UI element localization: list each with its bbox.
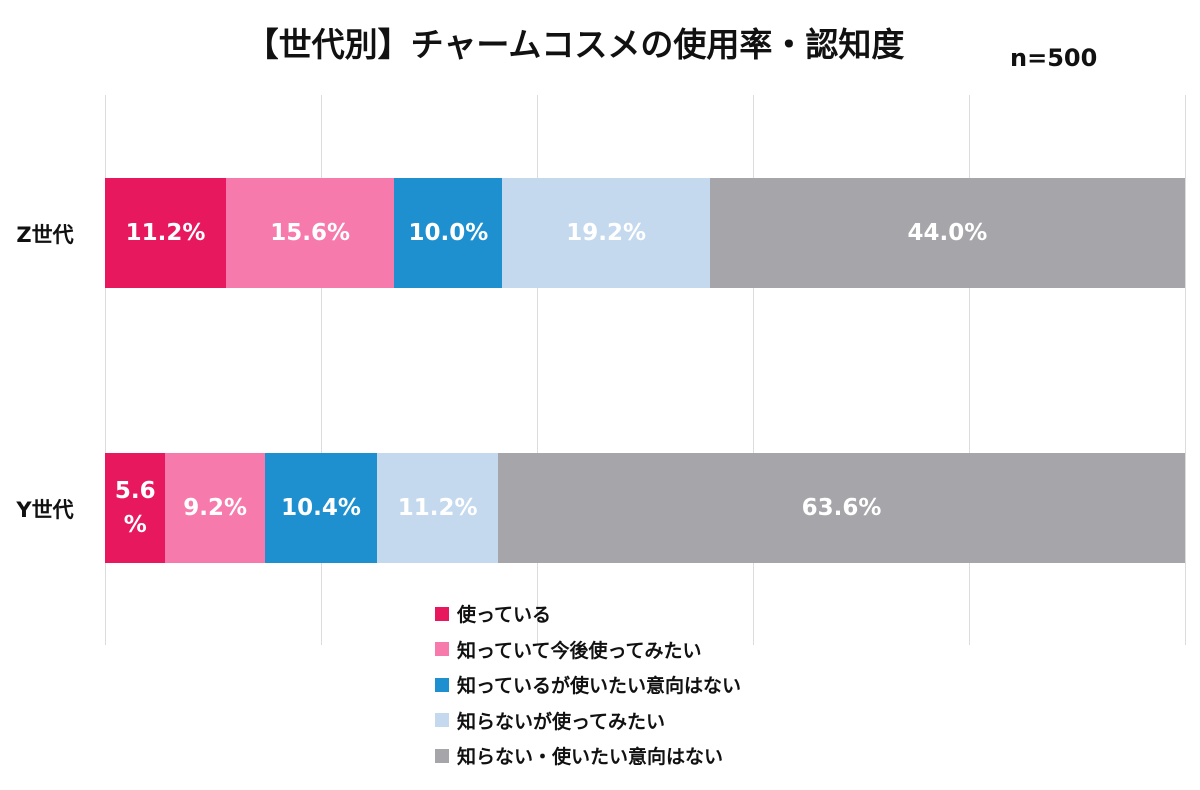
value-label: 10.0% xyxy=(408,219,489,246)
legend-label: 知らない・使いたい意向はない xyxy=(457,746,724,768)
value-label: 9.2% xyxy=(183,494,248,521)
legend-swatch xyxy=(435,642,449,656)
bar-segment: 15.6% xyxy=(225,178,395,288)
legend-swatch xyxy=(435,677,449,692)
value-label: 63.6% xyxy=(801,494,882,521)
chart-subtitle: n=500 xyxy=(1010,44,1098,72)
bar-segment: 10.0% xyxy=(394,178,503,288)
value-label: 11.2% xyxy=(397,494,478,521)
grid-line xyxy=(105,95,106,645)
legend-swatch xyxy=(435,713,449,727)
legend-label: 知っているが使いたい意向はない xyxy=(457,675,742,697)
legend-label: 知っていて今後使ってみたい xyxy=(457,639,702,662)
legend-label: 使っている xyxy=(457,604,552,626)
bar-segment: 9.2% xyxy=(165,453,265,563)
legend-item: 知っているが使いたい意向はない xyxy=(435,671,741,698)
grid-line xyxy=(969,95,970,645)
grid-line xyxy=(1185,95,1186,645)
value-label: 11.2% xyxy=(125,219,206,246)
legend-item: 知らないが使ってみたい xyxy=(435,707,665,734)
legend-item: 使っている xyxy=(435,600,551,627)
legend-swatch xyxy=(435,606,449,621)
category-label: Y世代 xyxy=(16,498,74,522)
grid-line xyxy=(537,95,538,645)
bar-segment: 63.6% xyxy=(498,453,1185,563)
legend-item: 知っていて今後使ってみたい xyxy=(435,636,702,663)
grid-line xyxy=(753,95,754,645)
bar-segment: 10.4% xyxy=(264,453,378,563)
bar-segment: 11.2% xyxy=(105,178,226,288)
bar-segment: 5.6% xyxy=(105,453,166,563)
value-label: 5.6% xyxy=(114,477,156,539)
chart-title: 【世代別】チャームコスメの使用率・認知度 xyxy=(245,25,905,64)
bar-segment: 19.2% xyxy=(502,178,710,288)
category-label: Z世代 xyxy=(16,223,74,247)
value-label: 44.0% xyxy=(907,219,988,246)
grid-line xyxy=(321,95,322,645)
value-label: 10.4% xyxy=(281,494,361,521)
legend-item: 知らない・使いたい意向はない xyxy=(435,742,723,769)
bar-segment: 44.0% xyxy=(709,178,1185,288)
value-label: 15.6% xyxy=(270,219,351,246)
legend-swatch xyxy=(435,748,449,763)
bar-segment: 11.2% xyxy=(377,453,499,563)
value-label: 19.2% xyxy=(566,219,647,246)
legend-label: 知らないが使ってみたい xyxy=(457,710,666,733)
